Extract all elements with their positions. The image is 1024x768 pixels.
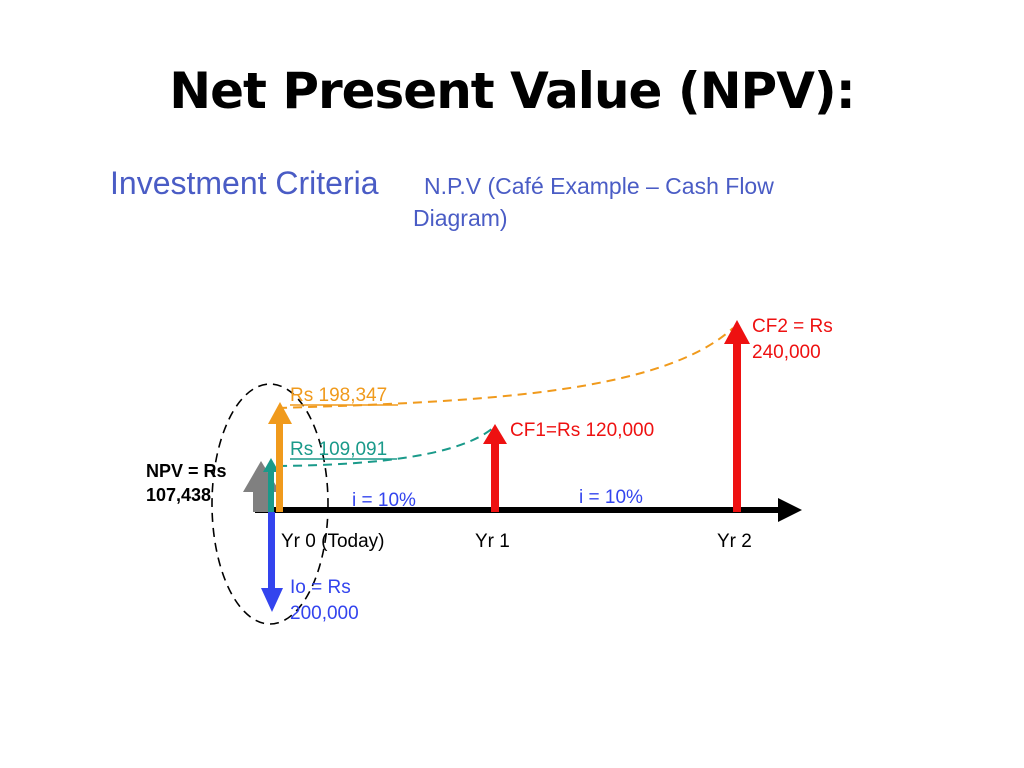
year0-label: Yr 0 (Today): [281, 531, 384, 552]
pv-cf2-arrow-shaft: [276, 420, 283, 512]
diagram-heading: Investment Criteria: [110, 165, 379, 201]
investment-arrow-shaft: [268, 512, 275, 590]
investment-arrowhead: [261, 588, 283, 612]
cf1-label: CF1=Rs 120,000: [510, 420, 654, 441]
pv-cf2-label: Rs 198,347: [290, 385, 387, 406]
year0-highlight-ellipse: [211, 383, 329, 625]
diagram-heading-detail-line2: Diagram): [413, 205, 508, 231]
cf1-arrowhead: [483, 424, 507, 444]
npv-label-line2: 107,438: [146, 485, 211, 505]
npv-arrow-shaft: [253, 490, 270, 512]
rate-label-period1: i = 10%: [352, 490, 416, 511]
time-axis-arrowhead: [778, 498, 802, 522]
year1-label: Yr 1: [475, 531, 510, 552]
discount-curve-cf1: [277, 427, 494, 467]
pv-cf1-arrowhead: [263, 458, 279, 472]
pv-cf1-arrow-shaft: [268, 468, 274, 512]
diagram-heading-detail-line1: N.P.V (Café Example – Cash Flow: [424, 173, 774, 199]
investment-label-line1: Io = Rs: [290, 577, 351, 598]
npv-label-line1: NPV = Rs: [146, 461, 227, 481]
pv-cf1-label: Rs 109,091: [290, 439, 387, 460]
year2-label: Yr 2: [717, 531, 752, 552]
cf2-arrowhead: [724, 320, 750, 344]
cf2-arrow-shaft: [733, 340, 741, 512]
pv-cf2-arrowhead: [268, 402, 292, 424]
slide-title: Net Present Value (NPV):: [169, 62, 856, 120]
cf2-label-line1: CF2 = Rs: [752, 316, 833, 337]
cf2-label-line2: 240,000: [752, 342, 821, 363]
rate-label-period2: i = 10%: [579, 487, 643, 508]
investment-label-line2: 200,000: [290, 603, 359, 624]
cf1-arrow-shaft: [491, 440, 499, 512]
